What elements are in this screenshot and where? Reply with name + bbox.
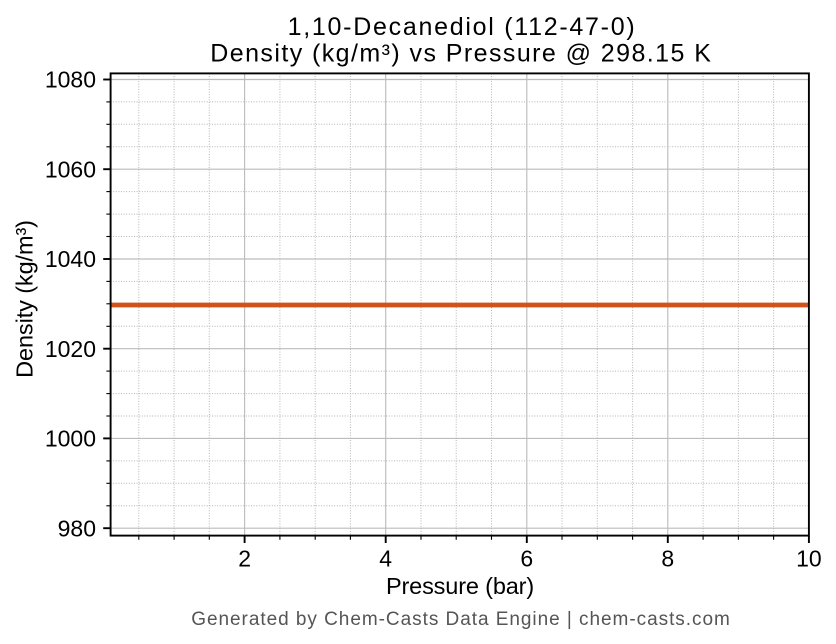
svg-text:1020: 1020 <box>45 336 96 362</box>
svg-text:6: 6 <box>520 546 533 572</box>
svg-text:Density (kg/m³): Density (kg/m³) <box>12 220 38 378</box>
svg-text:Density (kg/m³) vs Pressure @: Density (kg/m³) vs Pressure @ 298.15 K <box>210 40 712 68</box>
svg-text:4: 4 <box>379 546 392 572</box>
svg-text:Generated by Chem-Casts Data E: Generated by Chem-Casts Data Engine | ch… <box>191 609 731 630</box>
svg-text:8: 8 <box>661 546 674 572</box>
svg-text:1060: 1060 <box>45 156 96 182</box>
svg-text:1,10-Decanediol (112-47-0): 1,10-Decanediol (112-47-0) <box>288 13 637 41</box>
svg-text:1080: 1080 <box>45 67 96 93</box>
svg-text:1040: 1040 <box>45 246 96 272</box>
svg-text:10: 10 <box>796 546 822 572</box>
svg-text:1000: 1000 <box>45 426 96 452</box>
svg-text:980: 980 <box>58 515 96 541</box>
svg-text:Pressure (bar): Pressure (bar) <box>386 573 534 599</box>
svg-text:2: 2 <box>238 546 251 572</box>
